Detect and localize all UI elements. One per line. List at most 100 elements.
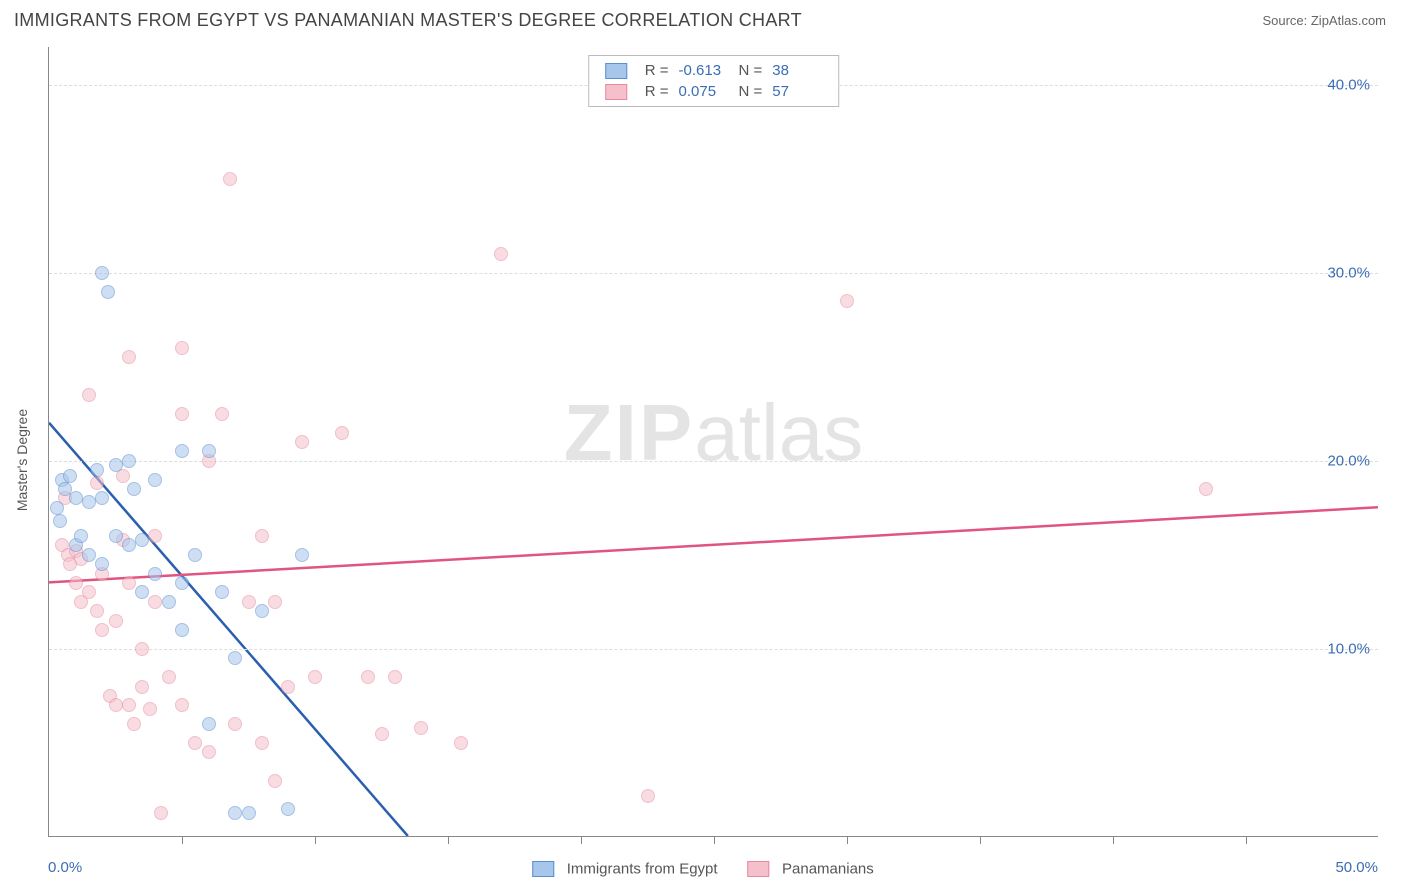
data-point [223,172,237,186]
data-point [228,651,242,665]
data-point [82,585,96,599]
x-tick [1113,836,1114,844]
x-tick [1246,836,1247,844]
series-legend: Immigrants from Egypt Panamanians [532,860,874,878]
x-tick [315,836,316,844]
legend-swatch-bottom-0 [532,861,554,877]
watermark: ZIPatlas [564,386,863,478]
data-point [82,388,96,402]
data-point [95,491,109,505]
data-point [308,670,322,684]
data-point [162,595,176,609]
data-point [148,567,162,581]
data-point [116,469,130,483]
x-tick [182,836,183,844]
data-point [295,435,309,449]
legend-label-1: Panamanians [782,860,874,877]
data-point [90,463,104,477]
data-point [175,407,189,421]
data-point [95,623,109,637]
x-tick [448,836,449,844]
data-point [255,736,269,750]
data-point [295,548,309,562]
data-point [228,806,242,820]
legend-swatch-0 [605,63,627,79]
data-point [188,736,202,750]
watermark-atlas: atlas [694,387,863,476]
n-label: N = [739,62,763,79]
gridline [49,649,1378,650]
data-point [281,802,295,816]
data-point [90,476,104,490]
data-point [127,482,141,496]
data-point [122,576,136,590]
data-point [135,680,149,694]
gridline [49,273,1378,274]
data-point [361,670,375,684]
x-tick [581,836,582,844]
x-tick [714,836,715,844]
data-point [641,789,655,803]
data-point [143,702,157,716]
data-point [74,529,88,543]
data-point [255,529,269,543]
data-point [135,585,149,599]
data-point [175,623,189,637]
data-point [202,444,216,458]
data-point [175,444,189,458]
data-point [109,529,123,543]
watermark-zip: ZIP [564,387,694,476]
data-point [454,736,468,750]
data-point [335,426,349,440]
x-tick [980,836,981,844]
r-label: R = [645,62,669,79]
data-point [268,774,282,788]
data-point [95,266,109,280]
data-point [281,680,295,694]
n-label: N = [739,83,763,100]
data-point [1199,482,1213,496]
legend-row-series-0: R = -0.613 N = 38 [605,60,823,81]
data-point [228,717,242,731]
data-point [135,533,149,547]
data-point [122,454,136,468]
data-point [109,698,123,712]
data-point [82,548,96,562]
legend-row-series-1: R = 0.075 N = 57 [605,81,823,102]
data-point [148,473,162,487]
data-point [242,595,256,609]
data-point [148,529,162,543]
data-point [175,341,189,355]
y-tick-label: 10.0% [1327,640,1370,657]
chart-title: IMMIGRANTS FROM EGYPT VS PANAMANIAN MAST… [14,10,802,31]
data-point [69,576,83,590]
y-tick-label: 20.0% [1327,452,1370,469]
data-point [135,642,149,656]
r-value-1: 0.075 [679,83,729,100]
y-tick-label: 30.0% [1327,264,1370,281]
data-point [82,495,96,509]
plot-area: ZIPatlas R = -0.613 N = 38 R = 0.075 N =… [48,47,1378,837]
data-point [63,469,77,483]
legend-item-0: Immigrants from Egypt [532,860,717,878]
data-point [175,698,189,712]
data-point [148,595,162,609]
legend-label-0: Immigrants from Egypt [567,860,718,877]
data-point [215,407,229,421]
data-point [122,538,136,552]
x-max-label: 50.0% [1335,859,1378,876]
data-point [188,548,202,562]
r-value-0: -0.613 [679,62,729,79]
r-label: R = [645,83,669,100]
gridline [49,461,1378,462]
n-value-0: 38 [772,62,822,79]
data-point [840,294,854,308]
data-point [202,717,216,731]
x-min-label: 0.0% [48,859,82,876]
legend-swatch-1 [605,84,627,100]
data-point [109,458,123,472]
data-point [127,717,141,731]
data-point [95,557,109,571]
y-tick-label: 40.0% [1327,76,1370,93]
trend-lines [49,47,1378,836]
